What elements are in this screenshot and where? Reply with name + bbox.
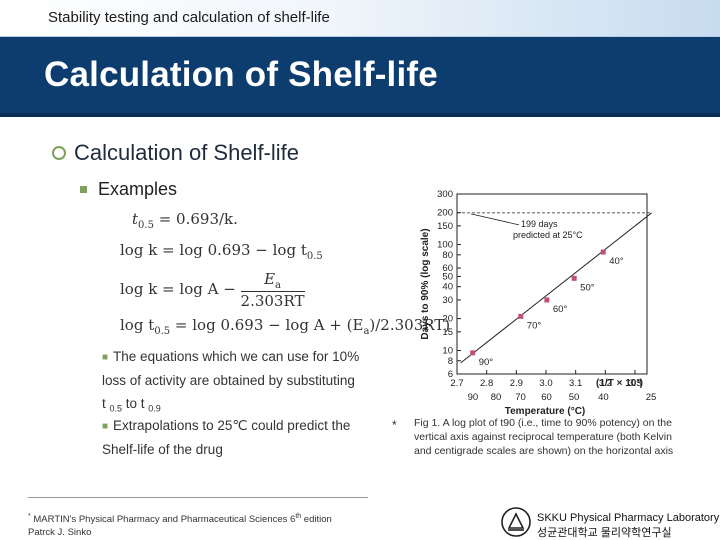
temperature-tick-label: 70: [515, 392, 526, 403]
lab-name-korean: 성균관대학교 물리약학연구실: [537, 527, 672, 539]
equation-log-t-half: log t0.5 = log 0.693 − log A + (Ea)/2.30…: [120, 316, 451, 337]
x-tick-label: 3.3: [628, 378, 641, 389]
header-bar: Stability testing and calculation of she…: [0, 0, 720, 37]
chart-plot-area: [456, 193, 648, 375]
note-extrapolation: ■ Extrapolations to 25℃ could predict the…: [102, 418, 351, 457]
equations-block: t0.5 = 0.693/k. log k = log 0.693 − log …: [120, 208, 450, 338]
temperature-tick-label: 60: [541, 392, 552, 403]
section-heading: Calculation of Shelf-life: [52, 140, 299, 166]
data-point-label: 50°: [580, 282, 595, 293]
y-tick-label: 20: [442, 314, 453, 325]
subsection-heading-text: Examples: [98, 179, 178, 199]
y-tick-label: 100: [437, 240, 453, 251]
data-point: [600, 249, 606, 255]
x-tick-label: 3.0: [539, 378, 552, 389]
temperature-tick-label: 40: [598, 392, 609, 403]
temperature-tick-label: 80: [491, 392, 502, 403]
chart-ylabel: Days to 90% (log scale): [420, 228, 431, 339]
y-tick-label: 80: [442, 250, 453, 261]
data-point: [544, 297, 550, 303]
chart-xlabel: (1/T × 10³): [596, 378, 643, 389]
annotation-arrow: [470, 213, 520, 226]
university-logo-icon: [501, 507, 531, 537]
square-bullet-icon: ■: [102, 421, 109, 432]
data-point: [571, 275, 577, 281]
page-title: Calculation of Shelf-life: [44, 55, 438, 94]
footer-divider: [28, 497, 368, 498]
y-tick-label: 200: [437, 208, 453, 219]
title-bar: Calculation of Shelf-life: [0, 37, 720, 117]
chart-temperature-label: Temperature (°C): [505, 406, 586, 417]
y-tick-label: 150: [437, 221, 453, 232]
y-tick-label: 15: [442, 327, 453, 338]
x-tick-label: 2.7: [450, 378, 463, 389]
regression-line: [460, 212, 652, 364]
data-point-label: 90°: [479, 357, 494, 368]
equation-log-k: log k = log 0.693 − log t0.5: [120, 241, 323, 262]
caption-marker: *: [392, 418, 397, 432]
y-tick-label: 60: [442, 263, 453, 274]
temperature-tick-label: 25: [646, 392, 657, 403]
y-tick-label: 10: [442, 345, 453, 356]
data-point-label: 60°: [553, 304, 568, 315]
caption-text: Fig 1. A log plot of t90 (i.e., time to …: [414, 417, 674, 457]
y-tick-label: 30: [442, 295, 453, 306]
note-substitution: ■ The equations which we can use for 10% …: [102, 349, 360, 414]
square-bullet-icon: ■: [102, 352, 109, 363]
figure-caption: * Fig 1. A log plot of t90 (i.e., time t…: [392, 416, 692, 458]
equation-half-life: t0.5 = 0.693/k.: [132, 210, 238, 231]
y-tick-label: 300: [437, 189, 453, 200]
x-tick-label: 2.9: [510, 378, 523, 389]
circle-bullet-icon: [52, 146, 66, 160]
lab-name-english: SKKU Physical Pharmacy Laboratory: [537, 512, 720, 524]
y-tick-label: 8: [448, 356, 453, 367]
y-tick-label: 6: [448, 369, 453, 380]
equation-arrhenius: log k = log A − Ea 2.303RT: [120, 270, 305, 310]
y-tick-label: 50: [442, 271, 453, 282]
subsection-heading: Examples: [80, 179, 177, 200]
section-heading-text: Calculation of Shelf-life: [74, 140, 300, 165]
x-tick-label: 3.2: [599, 378, 612, 389]
chart-annotation-line2: predicted at 25°C: [513, 230, 583, 240]
data-point-label: 70°: [527, 320, 542, 331]
chart-annotation-line1: 199 days: [521, 219, 558, 229]
data-point: [518, 313, 524, 319]
x-tick-label: 3.1: [569, 378, 582, 389]
temperature-tick-label: 90: [468, 392, 479, 403]
x-tick-label: 2.8: [480, 378, 493, 389]
data-point: [470, 350, 476, 356]
square-bullet-icon: [80, 186, 87, 193]
y-tick-label: 40: [442, 282, 453, 293]
header-subtitle: Stability testing and calculation of she…: [48, 9, 330, 26]
temperature-tick-label: 50: [569, 392, 580, 403]
reference: * MARTIN's Physical Pharmacy and Pharmac…: [28, 513, 332, 539]
data-point-label: 40°: [609, 256, 624, 267]
